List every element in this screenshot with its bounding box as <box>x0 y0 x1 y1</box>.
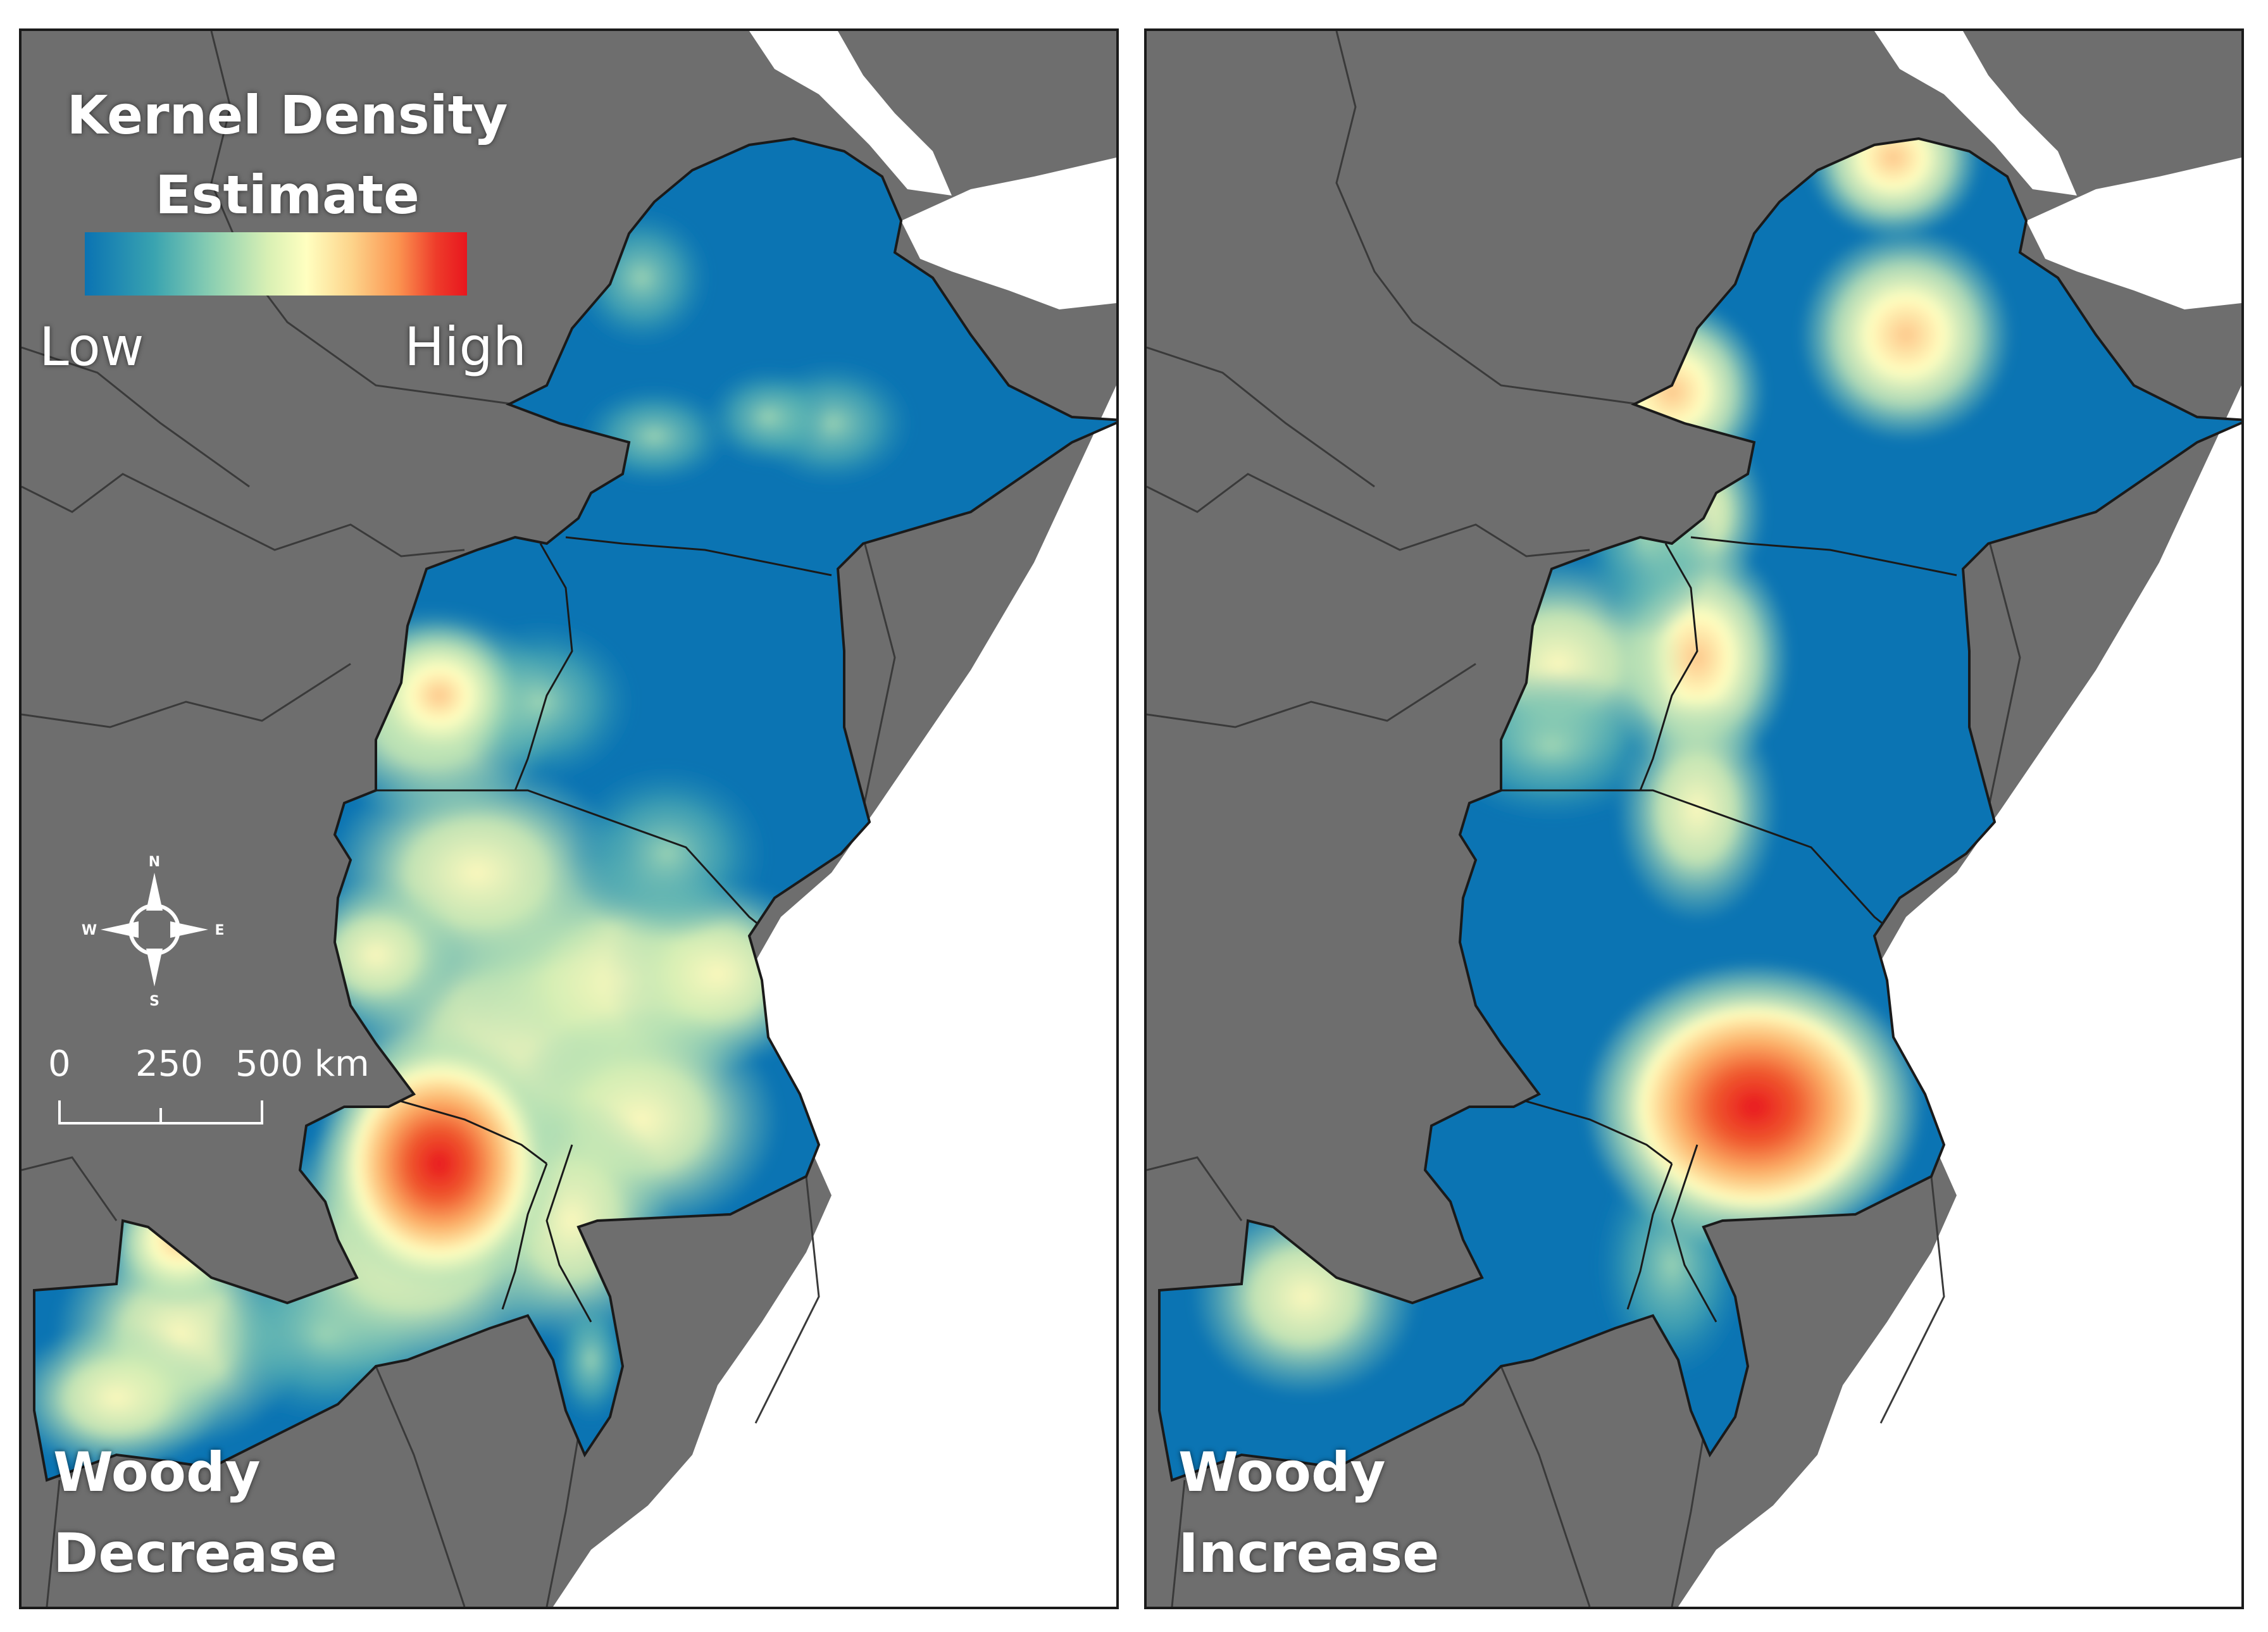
water-red-sea <box>1874 31 2077 196</box>
density-hotspot-tanzania-central <box>1583 961 1925 1252</box>
density-map <box>22 31 1116 1607</box>
legend-low-label: Low <box>39 316 144 378</box>
legend-color-ramp <box>85 232 467 296</box>
map-panel-woody-decrease: Kernel Density Estimate Low High N S W E… <box>19 28 1119 1609</box>
country-borders <box>1147 31 2021 1607</box>
compass-rose-icon: N S W E <box>82 854 225 1009</box>
caption-line2: Decrease <box>53 1522 337 1585</box>
density-map <box>1147 31 2241 1607</box>
caption-line1: Woody <box>53 1441 261 1504</box>
scale-tick-0: 0 <box>48 1043 71 1085</box>
compass-w: W <box>82 923 97 938</box>
legend-title-line2: Estimate <box>155 164 420 226</box>
water-indian-ocean <box>1678 385 2241 1607</box>
water-indian-ocean <box>553 385 1116 1607</box>
compass-n: N <box>149 854 160 870</box>
legend-title-line1: Kernel Density <box>66 84 508 146</box>
panel-caption-decrease: Woody Decrease <box>53 1432 337 1594</box>
density-hotspot-ethiopia-north <box>1805 139 1982 240</box>
compass-s: S <box>149 994 159 1009</box>
legend-high-label: High <box>404 316 527 378</box>
scale-tick-500: 500 km <box>235 1043 370 1085</box>
density-hotspot-uganda <box>357 620 521 771</box>
water-gulf-of-aden <box>2026 158 2241 309</box>
density-hotspot-ethiopia-west <box>1577 297 1767 487</box>
water-gulf-of-aden <box>901 158 1116 309</box>
panel-caption-increase: Woody Increase <box>1178 1432 1440 1594</box>
caption-line1: Woody <box>1178 1441 1386 1504</box>
scale-bar-line <box>58 1100 263 1124</box>
study-region-outline <box>1158 137 2241 1482</box>
water-red-sea <box>749 31 952 196</box>
scale-bar: 0 250 500 km <box>40 1043 370 1145</box>
legend-title: Kernel Density Estimate <box>47 75 528 235</box>
density-hotspot-ethiopia-central <box>1798 227 2014 442</box>
compass-e: E <box>215 923 224 938</box>
map-panel-woody-increase: Woody Increase <box>1144 28 2244 1609</box>
scale-tick-250: 250 <box>135 1043 203 1085</box>
caption-line2: Increase <box>1178 1522 1440 1585</box>
study-region-outline <box>33 137 1116 1482</box>
